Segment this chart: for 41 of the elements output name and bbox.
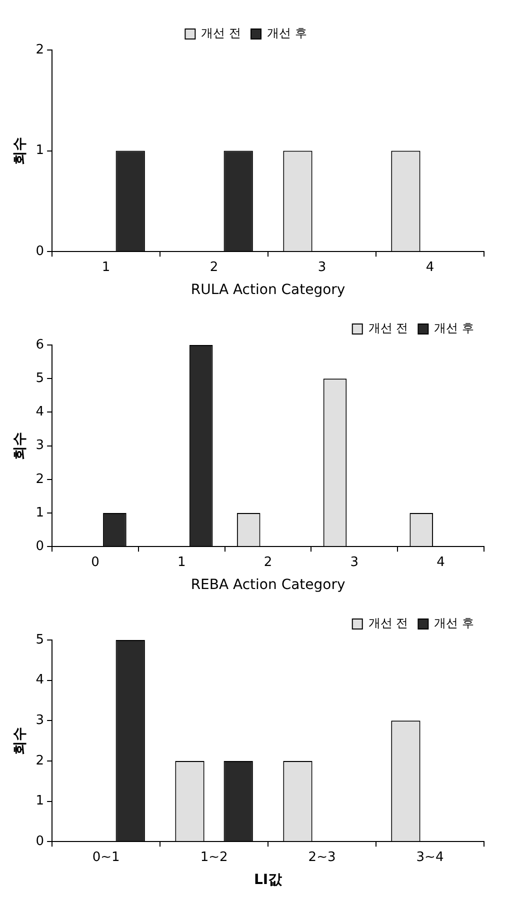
x-tick-label: 3 [350,554,359,570]
x-tick-label: 4 [426,260,434,275]
legend-label: 개선 후 [434,321,474,336]
x-tick-label: 4 [436,554,445,570]
x-tick-label: 1~2 [200,850,228,865]
x-tick-label: 3~4 [416,850,444,865]
y-tick-label: 2 [36,753,44,768]
y-tick-label: 3 [36,713,44,728]
y-tick-label: 3 [36,438,44,454]
x-tick-label: 2 [210,260,218,275]
x-tick-label: 2 [264,554,272,570]
x-tick-label: 2~3 [308,850,336,865]
x-tick-label: 0~1 [92,850,120,865]
x-tick-label: 1 [102,260,110,275]
x-tick-label: 3 [318,260,326,275]
x-tick-label: 0 [91,554,100,570]
x-axis-title: REBA Action Category [190,577,346,594]
x-tick-label: 1 [178,554,186,570]
legend-label: 개선 전 [368,616,408,630]
y-tick-label: 4 [36,672,44,688]
y-tick-label: 1 [36,143,44,158]
y-tick-label: 4 [36,404,44,420]
legend-label: 개선 전 [368,321,408,336]
y-axis-title: 회수 [12,726,28,755]
y-tick-label: 0 [36,244,44,259]
legend-label: 개선 후 [434,616,474,630]
y-axis-title: 회수 [12,432,28,460]
y-tick-label: 1 [36,794,44,809]
y-tick-label: 2 [36,472,44,487]
y-tick-label: 0 [36,538,44,554]
y-tick-label: 2 [36,42,44,58]
x-axis-title: LI값 [254,872,284,888]
y-axis-title: 회수 [12,136,28,165]
legend-label: 개선 후 [267,26,307,40]
y-tick-label: 0 [36,834,44,849]
legend-label: 개선 전 [201,26,242,40]
y-tick-label: 6 [36,337,44,352]
y-tick-label: 5 [36,370,44,386]
y-tick-label: 5 [36,632,44,648]
x-axis-title: RULA Action Category [190,282,346,298]
y-tick-label: 1 [36,505,44,520]
